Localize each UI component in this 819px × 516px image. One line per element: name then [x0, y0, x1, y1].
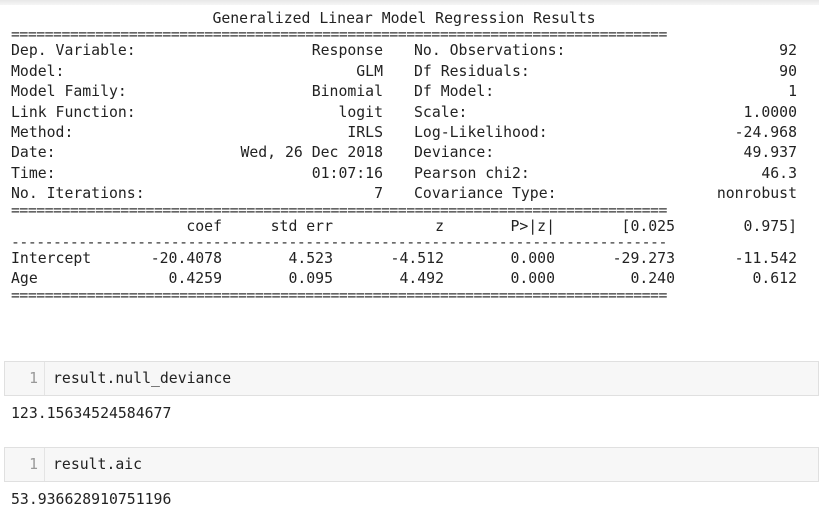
stat-value: Wed, 26 Dec 2018 [240, 144, 383, 162]
stat-value: nonrobust [716, 185, 797, 203]
stat-value: 46.3 [761, 164, 797, 182]
coef-row-name: Intercept [11, 249, 92, 267]
equals-rule: ========================================… [11, 29, 667, 42]
stat-value: 1.0000 [743, 103, 797, 121]
coef-header: std err [270, 217, 333, 235]
stat-value: 1 [788, 83, 797, 101]
stat-label: Model: [11, 62, 65, 80]
coef-row-age: Age 0.4259 0.095 4.492 0.000 0.240 0.612 [11, 269, 801, 289]
stat-label: Model Family: [11, 83, 127, 101]
stat-value: Response [311, 42, 383, 60]
stat-value: 90 [779, 62, 797, 80]
stat-label: Time: [11, 164, 56, 182]
stat-label: No. Observations: [414, 42, 566, 60]
code-cell-null-deviance[interactable]: 1 result.null_deviance [4, 361, 819, 396]
coef-row-name: Age [11, 270, 38, 288]
stat-value: 7 [374, 185, 383, 203]
stat-value: -24.968 [734, 123, 797, 141]
stat-value: 49.937 [743, 144, 797, 162]
cell-line-number: 1 [5, 362, 45, 395]
coef-header: coef [186, 217, 222, 235]
stat-label: Date: [11, 144, 56, 162]
stats-row: Method: IRLS Log-Likelihood: -24.968 [11, 123, 801, 143]
z-value: -4.512 [390, 249, 444, 267]
stat-value: logit [338, 103, 383, 121]
code-cell-aic[interactable]: 1 result.aic [4, 447, 819, 482]
stat-label: Pearson chi2: [414, 164, 530, 182]
dash-rule: ----------------------------------------… [11, 236, 667, 249]
stats-row: Model Family: Binomial Df Model: 1 [11, 82, 801, 102]
coef-header: [0.025 [621, 217, 675, 235]
ci-lower-value: 0.240 [630, 270, 675, 288]
z-value: 4.492 [399, 270, 444, 288]
p-value: 0.000 [510, 249, 555, 267]
cell-code[interactable]: result.null_deviance [53, 370, 232, 387]
stats-row: Date: Wed, 26 Dec 2018 Deviance: 49.937 [11, 143, 801, 163]
stat-label: Covariance Type: [414, 185, 557, 203]
cell-output-null-deviance: 123.15634524584677 [11, 405, 172, 422]
stat-label: Link Function: [11, 103, 136, 121]
coef-header: P>|z| [510, 217, 555, 235]
stat-value: Binomial [311, 83, 383, 101]
stat-label: No. Iterations: [11, 185, 145, 203]
ci-upper-value: 0.612 [752, 270, 797, 288]
stat-value: 92 [779, 42, 797, 60]
stats-row: Dep. Variable: Response No. Observations: 9… [11, 41, 801, 61]
summary-title: Generalized Linear Model Regression Resu… [212, 10, 596, 27]
glm-summary-output: Generalized Linear Model Regression Resu… [11, 9, 801, 302]
stat-label: Df Residuals: [414, 62, 530, 80]
stat-label: Dep. Variable: [11, 42, 136, 60]
stat-label: Deviance: [414, 144, 495, 162]
stats-row: Link Function: logit Scale: 1.0000 [11, 103, 801, 123]
equals-rule: ========================================… [11, 289, 667, 302]
cell-code[interactable]: result.aic [53, 456, 143, 473]
coef-header: 0.975] [743, 217, 797, 235]
stat-label: Scale: [414, 103, 468, 121]
stderr-value: 4.523 [288, 249, 333, 267]
stat-value: 01:07:16 [311, 164, 383, 182]
stats-row: No. Iterations: 7 Covariance Type: nonrobus… [11, 184, 801, 204]
cell-line-number: 1 [5, 448, 45, 481]
summary-title-row: Generalized Linear Model Regression Resu… [11, 9, 801, 29]
stat-label: Method: [11, 123, 74, 141]
coef-row-intercept: Intercept -20.4078 4.523 -4.512 0.000 -2… [11, 249, 801, 269]
coef-header-row: coef std err z P>|z| [0.025 0.975] [11, 217, 801, 237]
stat-value: GLM [356, 62, 383, 80]
stats-row: Time: 01:07:16 Pearson chi2: 46.3 [11, 164, 801, 184]
cell-top-strip [0, 0, 819, 5]
coef-value: -20.4078 [150, 249, 222, 267]
stat-value: IRLS [347, 123, 383, 141]
cell-output-aic: 53.936628910751196 [11, 491, 172, 508]
ci-upper-value: -11.542 [734, 249, 797, 267]
coef-value: 0.4259 [168, 270, 222, 288]
stat-label: Df Model: [414, 83, 495, 101]
p-value: 0.000 [510, 270, 555, 288]
coef-header: z [435, 217, 444, 235]
ci-lower-value: -29.273 [612, 249, 675, 267]
stderr-value: 0.095 [288, 270, 333, 288]
equals-rule: ========================================… [11, 204, 667, 217]
stat-label: Log-Likelihood: [414, 123, 548, 141]
stats-row: Model: GLM Df Residuals: 90 [11, 62, 801, 82]
model-stats-table: Dep. Variable: Response No. Observations: 9… [11, 41, 801, 204]
